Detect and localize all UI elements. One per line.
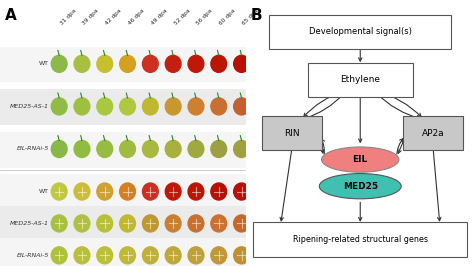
- Circle shape: [97, 247, 113, 264]
- Circle shape: [51, 140, 67, 157]
- Circle shape: [143, 55, 158, 72]
- Text: 60 dpa: 60 dpa: [219, 8, 237, 26]
- Text: EIL: EIL: [353, 155, 368, 164]
- Text: MED25-AS-1: MED25-AS-1: [10, 104, 49, 109]
- Circle shape: [188, 247, 204, 264]
- Text: MED25: MED25: [343, 182, 378, 191]
- Text: RIN: RIN: [284, 128, 300, 138]
- Circle shape: [51, 183, 67, 200]
- Text: 56 dpa: 56 dpa: [196, 8, 214, 26]
- FancyBboxPatch shape: [308, 63, 412, 97]
- Circle shape: [234, 140, 249, 157]
- Circle shape: [165, 55, 181, 72]
- Circle shape: [119, 98, 136, 115]
- Circle shape: [211, 55, 227, 72]
- FancyBboxPatch shape: [0, 174, 246, 210]
- Circle shape: [211, 183, 227, 200]
- Circle shape: [119, 183, 136, 200]
- Circle shape: [165, 98, 181, 115]
- Circle shape: [188, 140, 204, 157]
- Text: 65 dpa: 65 dpa: [242, 8, 259, 26]
- Text: 42 dpa: 42 dpa: [105, 8, 123, 26]
- FancyBboxPatch shape: [0, 206, 246, 242]
- Text: WT: WT: [39, 189, 49, 194]
- Circle shape: [119, 55, 136, 72]
- Circle shape: [74, 183, 90, 200]
- Circle shape: [74, 247, 90, 264]
- Circle shape: [165, 183, 181, 200]
- Text: EIL-RNAi-5: EIL-RNAi-5: [17, 147, 49, 151]
- Text: 52 dpa: 52 dpa: [173, 8, 191, 26]
- Circle shape: [234, 215, 249, 232]
- Circle shape: [211, 140, 227, 157]
- Circle shape: [143, 215, 158, 232]
- Circle shape: [97, 55, 113, 72]
- Circle shape: [188, 183, 204, 200]
- Text: 46 dpa: 46 dpa: [128, 8, 146, 26]
- Text: B: B: [251, 8, 263, 23]
- Circle shape: [119, 140, 136, 157]
- Circle shape: [74, 140, 90, 157]
- Circle shape: [51, 215, 67, 232]
- FancyBboxPatch shape: [253, 222, 467, 257]
- Circle shape: [119, 215, 136, 232]
- Text: MED25-AS-1: MED25-AS-1: [10, 221, 49, 226]
- Circle shape: [188, 98, 204, 115]
- Circle shape: [234, 183, 249, 200]
- Circle shape: [51, 247, 67, 264]
- Text: AP2a: AP2a: [422, 128, 444, 138]
- FancyBboxPatch shape: [0, 132, 246, 168]
- Circle shape: [74, 55, 90, 72]
- Circle shape: [97, 98, 113, 115]
- Circle shape: [165, 247, 181, 264]
- Circle shape: [234, 98, 249, 115]
- Circle shape: [51, 98, 67, 115]
- Circle shape: [143, 140, 158, 157]
- Text: 31 dpa: 31 dpa: [59, 8, 77, 26]
- Circle shape: [143, 247, 158, 264]
- Circle shape: [74, 215, 90, 232]
- Ellipse shape: [321, 147, 399, 172]
- Text: Ripening-related structural genes: Ripening-related structural genes: [293, 235, 428, 244]
- Circle shape: [211, 247, 227, 264]
- Text: 49 dpa: 49 dpa: [150, 8, 168, 26]
- Circle shape: [143, 98, 158, 115]
- Circle shape: [165, 140, 181, 157]
- FancyBboxPatch shape: [0, 238, 246, 266]
- Circle shape: [188, 215, 204, 232]
- Circle shape: [74, 98, 90, 115]
- Circle shape: [143, 183, 158, 200]
- FancyBboxPatch shape: [403, 116, 463, 150]
- Circle shape: [119, 247, 136, 264]
- Circle shape: [97, 183, 113, 200]
- FancyBboxPatch shape: [0, 47, 246, 82]
- Circle shape: [97, 140, 113, 157]
- Text: WT: WT: [39, 61, 49, 66]
- Ellipse shape: [319, 174, 401, 199]
- Text: Ethylene: Ethylene: [340, 75, 380, 84]
- Text: Developmental signal(s): Developmental signal(s): [309, 27, 412, 36]
- Circle shape: [211, 98, 227, 115]
- Circle shape: [51, 55, 67, 72]
- Text: A: A: [5, 8, 17, 23]
- FancyBboxPatch shape: [0, 89, 246, 125]
- Circle shape: [97, 215, 113, 232]
- FancyBboxPatch shape: [263, 116, 321, 150]
- Text: EIL-RNAi-5: EIL-RNAi-5: [17, 253, 49, 258]
- Circle shape: [234, 247, 249, 264]
- Circle shape: [165, 215, 181, 232]
- Circle shape: [234, 55, 249, 72]
- FancyBboxPatch shape: [269, 15, 451, 49]
- Text: 39 dpa: 39 dpa: [82, 8, 100, 26]
- Circle shape: [211, 215, 227, 232]
- Circle shape: [188, 55, 204, 72]
